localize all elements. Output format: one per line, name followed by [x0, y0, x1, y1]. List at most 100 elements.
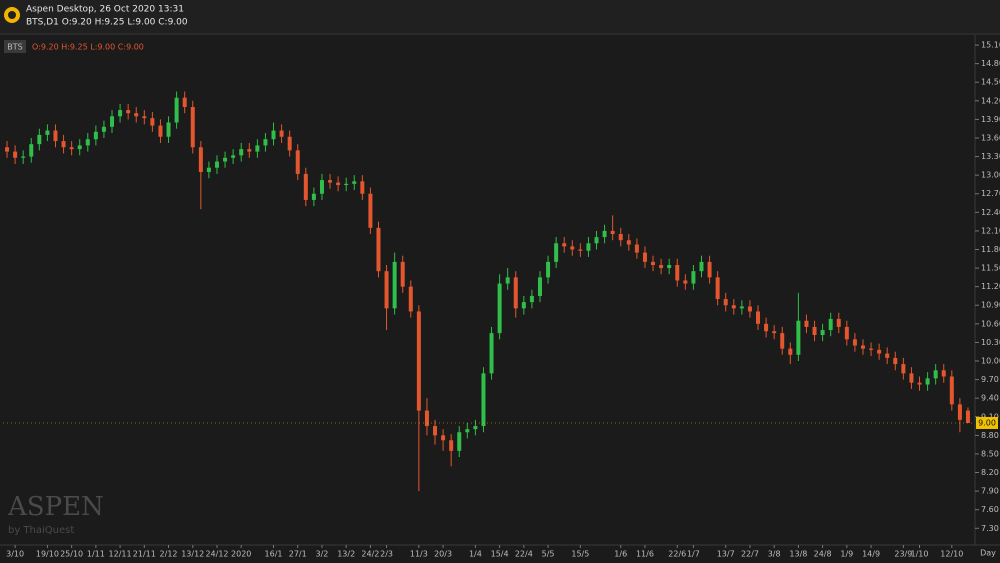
- candle-body: [554, 243, 559, 262]
- candle-body: [408, 286, 413, 312]
- x-tick-label: 11/6: [636, 550, 654, 559]
- y-tick-label: 12.10: [981, 226, 1000, 235]
- candle-body: [424, 410, 429, 427]
- candle-body: [869, 348, 874, 350]
- app-icon-inner: [8, 11, 16, 19]
- y-tick-label: 8.50: [981, 449, 999, 458]
- symbol-tag[interactable]: [4, 40, 26, 53]
- candle-body: [400, 261, 405, 287]
- candle-body: [505, 277, 510, 284]
- candle-body: [344, 183, 349, 186]
- y-tick-label: 10.90: [981, 301, 1000, 310]
- x-tick-label: 2/12: [160, 550, 178, 559]
- candle-body: [513, 277, 518, 309]
- candle-body: [651, 261, 656, 265]
- candle-body: [214, 161, 219, 168]
- y-tick-label: 7.90: [981, 487, 999, 496]
- x-tick-label: 13/7: [717, 550, 735, 559]
- candle-body: [756, 311, 761, 324]
- candle-body: [392, 261, 397, 309]
- x-tick-label: 1/11: [87, 550, 105, 559]
- candle-body: [231, 155, 236, 158]
- app-title: Aspen Desktop, 26 Oct 2020 13:31: [26, 5, 184, 15]
- y-tick-label: 13.00: [981, 171, 1000, 180]
- candle-body: [416, 311, 421, 411]
- candle-body: [586, 243, 591, 251]
- candle-body: [182, 97, 187, 108]
- candle-body: [578, 249, 583, 251]
- candle-body: [37, 134, 42, 145]
- y-tick-label: 12.40: [981, 208, 1000, 217]
- candle-body: [198, 147, 203, 173]
- candle-body: [69, 147, 74, 150]
- candle-body: [820, 330, 825, 335]
- candle-body: [295, 150, 300, 174]
- y-tick-label: 9.40: [981, 394, 999, 403]
- x-tick-label: 1/6: [614, 550, 627, 559]
- x-tick-label: 24/2: [361, 550, 379, 559]
- candle-body: [61, 141, 66, 148]
- candle-body: [812, 326, 817, 335]
- candle-body: [602, 230, 607, 238]
- candle-body: [642, 252, 647, 262]
- candle-body: [287, 136, 292, 151]
- candle-body: [909, 373, 914, 383]
- candle-body: [303, 173, 308, 200]
- period-label: Day: [980, 549, 996, 558]
- x-tick-label: 24/8: [814, 550, 832, 559]
- candle-body: [21, 156, 26, 158]
- candle-body: [255, 145, 260, 152]
- x-tick-label: 23/9: [894, 550, 912, 559]
- x-tick-label: 22/7: [741, 550, 759, 559]
- candle-body: [877, 349, 882, 354]
- candle-body: [465, 429, 470, 433]
- candle-body: [764, 323, 769, 332]
- x-tick-label: 13/8: [789, 550, 807, 559]
- candle-body: [731, 305, 736, 309]
- candle-body: [747, 306, 752, 312]
- candle-body: [473, 426, 478, 430]
- candle-body: [804, 320, 809, 327]
- watermark-brand: ASPEN: [7, 492, 104, 522]
- candle-body: [190, 107, 195, 148]
- candle-body: [570, 246, 575, 250]
- candle-body: [925, 378, 930, 385]
- candle-body: [707, 261, 712, 278]
- candle-body: [368, 193, 373, 228]
- x-tick-label: 2020: [231, 550, 251, 559]
- candle-body: [481, 373, 486, 427]
- candle-body: [537, 277, 542, 296]
- y-tick-label: 10.00: [981, 357, 1000, 366]
- y-tick-label: 8.80: [981, 431, 999, 440]
- candle-body: [780, 333, 785, 349]
- candle-body: [949, 376, 954, 405]
- candle-body: [441, 435, 446, 441]
- candle-body: [384, 271, 389, 309]
- candle-body: [941, 370, 946, 377]
- x-tick-label: 1/4: [469, 550, 482, 559]
- y-tick-label: 10.30: [981, 338, 1000, 347]
- candle-body: [53, 130, 58, 142]
- x-tick-label: 11/3: [410, 550, 428, 559]
- candle-body: [933, 370, 938, 379]
- candle-body: [223, 157, 228, 162]
- candle-body: [263, 139, 268, 146]
- candle-body: [239, 149, 244, 156]
- candle-body: [336, 182, 341, 186]
- candle-body: [957, 404, 962, 420]
- candle-body: [610, 230, 615, 235]
- candle-body: [77, 145, 82, 150]
- legend-symbol: BTS: [7, 43, 22, 52]
- x-tick-label: 20/3: [434, 550, 452, 559]
- x-tick-label: 25/10: [60, 550, 83, 559]
- y-tick-label: 9.70: [981, 375, 999, 384]
- candle-body: [376, 227, 381, 272]
- candle-body: [206, 167, 211, 173]
- candle-body: [626, 240, 631, 245]
- candle-body: [13, 151, 18, 158]
- candle-body: [836, 318, 841, 327]
- candle-body: [174, 97, 179, 123]
- x-tick-label: 21/11: [133, 550, 156, 559]
- candle-body: [433, 426, 438, 436]
